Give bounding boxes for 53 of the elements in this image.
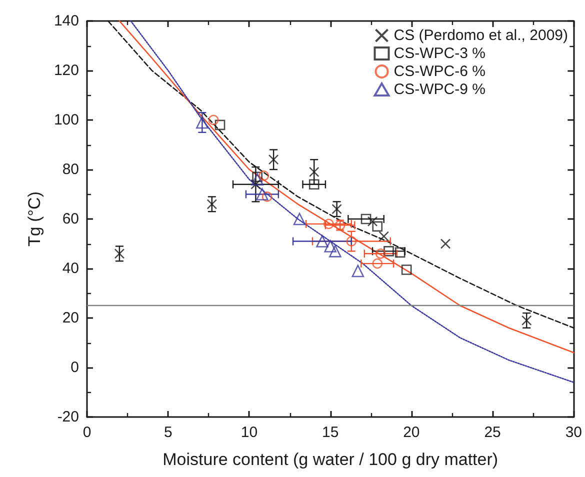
point <box>258 170 269 181</box>
point <box>256 188 268 200</box>
point <box>206 199 218 210</box>
point <box>268 154 279 165</box>
x-tick-label: 0 <box>82 424 92 441</box>
x-tick-label: 5 <box>164 424 172 441</box>
point <box>308 179 320 190</box>
point <box>440 238 451 249</box>
x-axis-title: Moisture content (g water / 100 g dry matter) <box>162 450 498 469</box>
point <box>372 221 383 232</box>
point <box>352 264 364 278</box>
point <box>308 166 320 178</box>
x-tick-label: 10 <box>240 424 258 441</box>
point <box>316 235 328 248</box>
point <box>114 248 125 259</box>
point <box>324 218 334 230</box>
x-tick-label: 20 <box>403 424 420 441</box>
point <box>251 173 264 186</box>
point <box>196 116 208 129</box>
legend-label: CS-WPC-9 % <box>394 81 486 98</box>
point <box>384 246 394 256</box>
x-tick-label: 15 <box>322 424 339 441</box>
y-tick-label: 120 <box>54 62 79 79</box>
point <box>360 214 372 224</box>
point <box>521 315 532 326</box>
point <box>208 114 219 126</box>
y-tick-label: 20 <box>62 310 79 326</box>
point <box>346 236 357 246</box>
point <box>372 258 383 269</box>
y-tick-label: 40 <box>62 260 79 277</box>
point <box>394 247 406 258</box>
y-tick-label: 100 <box>54 112 79 128</box>
legend-label: CS-WPC-6 % <box>394 63 486 80</box>
point <box>214 120 226 130</box>
point <box>332 204 342 214</box>
point <box>375 248 386 259</box>
point <box>378 231 390 242</box>
legend-label: CS-WPC-3 % <box>394 45 486 62</box>
point <box>329 245 342 258</box>
y-tick-label: 0 <box>70 359 79 376</box>
point <box>252 172 262 182</box>
point <box>293 212 306 226</box>
x-tick-label: 30 <box>565 424 582 441</box>
point <box>262 192 272 202</box>
y-tick-label: 140 <box>54 12 79 30</box>
y-tick-label: -20 <box>57 408 79 426</box>
y-tick-label: 80 <box>62 161 79 178</box>
legend-label: CS (Perdomo et al., 2009) <box>394 27 568 44</box>
x-tick-label: 25 <box>484 424 501 441</box>
point <box>324 240 336 252</box>
y-tick-label: 60 <box>62 210 79 228</box>
y-axis-title: Tg (°C) <box>25 192 44 246</box>
point <box>401 264 412 275</box>
